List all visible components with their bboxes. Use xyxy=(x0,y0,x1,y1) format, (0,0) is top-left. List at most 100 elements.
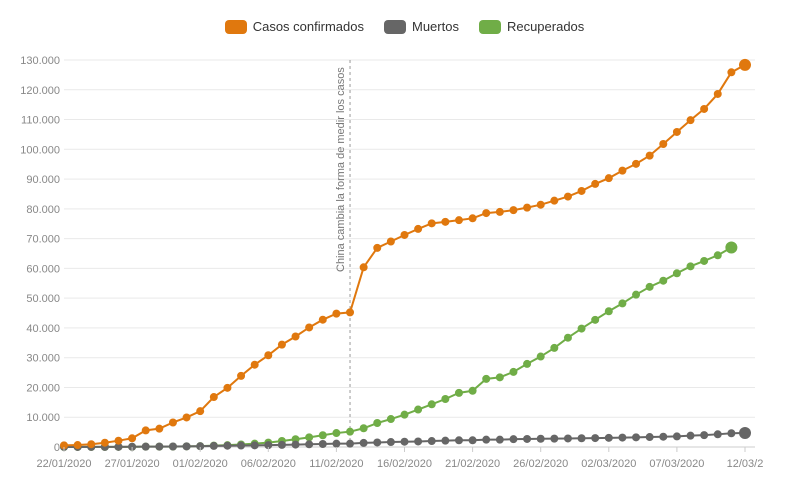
data-point xyxy=(591,434,600,443)
data-point xyxy=(563,333,572,342)
data-point xyxy=(182,413,191,422)
data-point xyxy=(550,434,559,443)
y-tick-label: 60.000 xyxy=(26,263,60,275)
data-point xyxy=(318,439,327,448)
axes: 0 10.000 20.000 30.000 40.000 50.000 60.000 70.… xyxy=(20,55,763,470)
annotation-label: China cambia la forma de medir los casos xyxy=(335,67,347,272)
y-tick-label: 70.000 xyxy=(26,234,60,246)
data-point xyxy=(414,224,423,233)
x-tick-label: 27/01/2020 xyxy=(105,458,160,470)
data-point xyxy=(155,424,164,433)
data-point xyxy=(427,400,436,409)
data-point xyxy=(739,58,751,71)
data-point xyxy=(441,436,450,445)
data-point xyxy=(618,433,627,442)
x-tick-label: 26/02/2020 xyxy=(513,458,568,470)
data-point xyxy=(305,440,314,449)
data-point xyxy=(196,442,205,451)
data-point xyxy=(400,437,409,446)
data-point xyxy=(618,299,627,308)
data-point xyxy=(482,374,491,383)
data-point xyxy=(563,434,572,443)
data-point xyxy=(414,437,423,446)
data-point xyxy=(277,440,286,449)
y-tick-label: 100.000 xyxy=(20,144,60,156)
data-point xyxy=(700,104,709,113)
x-tick-label: 22/01/2020 xyxy=(36,458,91,470)
data-point xyxy=(700,431,709,440)
y-tick-label: 130.000 xyxy=(20,55,60,67)
data-point xyxy=(141,442,150,451)
legend-label-muertos: Muertos xyxy=(411,19,459,34)
data-point xyxy=(346,439,355,448)
data-point xyxy=(141,426,150,435)
data-point xyxy=(468,436,477,445)
data-point xyxy=(359,424,368,433)
x-tick-label: 21/02/2020 xyxy=(445,458,500,470)
data-point xyxy=(577,186,586,195)
data-point xyxy=(713,251,722,260)
data-point xyxy=(495,435,504,444)
data-point xyxy=(700,256,709,265)
legend: Casos confirmados Muertos Recuperados xyxy=(0,19,809,34)
data-point xyxy=(604,433,613,442)
y-tick-label: 120.000 xyxy=(20,85,60,97)
data-point xyxy=(346,427,355,436)
data-point xyxy=(209,441,218,450)
data-point xyxy=(523,434,532,443)
data-point xyxy=(318,315,327,324)
data-point xyxy=(332,429,341,438)
data-point xyxy=(550,343,559,352)
data-point xyxy=(400,230,409,239)
data-point xyxy=(427,437,436,446)
data-point xyxy=(264,441,273,450)
data-point xyxy=(332,309,341,318)
x-tick-label: 06/02/2020 xyxy=(241,458,296,470)
data-point xyxy=(373,438,382,447)
data-point xyxy=(155,442,164,451)
data-point xyxy=(659,432,668,441)
data-point xyxy=(523,359,532,368)
data-point xyxy=(686,262,695,271)
data-point xyxy=(713,430,722,439)
y-tick-label: 30.000 xyxy=(26,353,60,365)
data-point xyxy=(672,432,681,441)
data-point xyxy=(291,332,300,341)
data-point xyxy=(509,435,518,444)
data-point xyxy=(100,438,109,447)
data-point xyxy=(509,206,518,215)
data-point xyxy=(332,439,341,448)
legend-item-confirmados[interactable]: Casos confirmados xyxy=(224,19,364,34)
data-point xyxy=(618,166,627,175)
data-point xyxy=(305,433,314,442)
data-point xyxy=(577,434,586,443)
data-point xyxy=(739,426,751,439)
y-tick-label: 20.000 xyxy=(26,382,60,394)
data-point xyxy=(645,282,654,291)
series-1 xyxy=(60,426,751,451)
data-point xyxy=(223,383,232,392)
data-point xyxy=(482,209,491,218)
data-point xyxy=(713,89,722,98)
data-point xyxy=(196,407,205,416)
data-point xyxy=(672,269,681,278)
data-point xyxy=(73,441,82,450)
grid xyxy=(64,59,755,448)
annotation: China cambia la forma de medir los casos xyxy=(335,60,351,447)
data-point xyxy=(468,214,477,223)
data-point xyxy=(373,419,382,428)
data-point xyxy=(604,174,613,183)
data-point xyxy=(686,431,695,440)
x-tick-label: 01/02/2020 xyxy=(173,458,228,470)
data-point xyxy=(373,243,382,252)
legend-item-recuperados[interactable]: Recuperados xyxy=(478,19,584,34)
data-point xyxy=(237,441,246,450)
data-point xyxy=(672,127,681,136)
data-point xyxy=(454,388,463,397)
legend-item-muertos[interactable]: Muertos xyxy=(383,19,459,34)
data-point xyxy=(427,219,436,228)
data-point xyxy=(359,438,368,447)
data-point xyxy=(659,276,668,285)
data-point xyxy=(114,436,123,445)
y-tick-label: 10.000 xyxy=(26,412,60,424)
